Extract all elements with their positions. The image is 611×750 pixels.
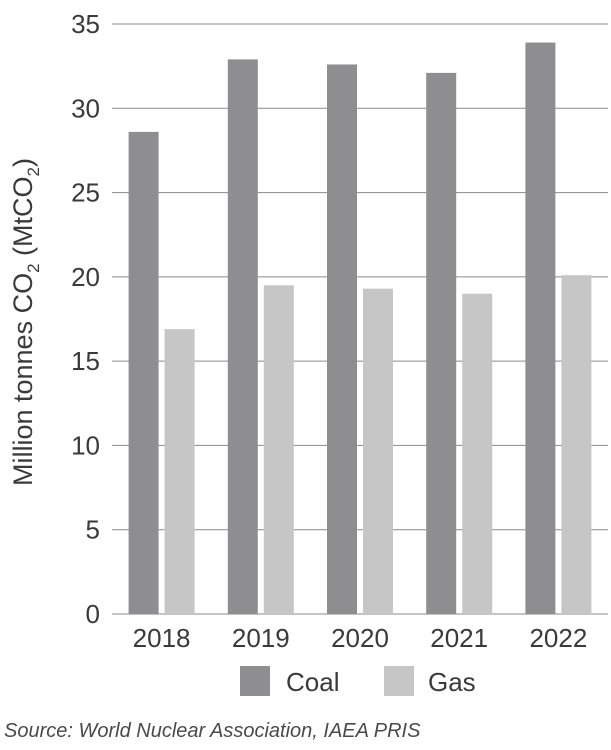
y-tick-label: 15 (71, 346, 100, 376)
y-axis-label-end: ) (8, 158, 38, 167)
bars (128, 42, 592, 615)
bar-gas-2022 (561, 275, 592, 614)
y-tick-label: 5 (86, 515, 100, 545)
y-tick-label: 25 (71, 178, 100, 208)
bar-coal-2021 (426, 72, 457, 614)
x-tick-label: 2018 (133, 623, 191, 653)
legend: Coal Gas (240, 666, 476, 697)
x-axis-ticks: 2018 2019 2020 2021 2022 (133, 623, 588, 653)
legend-label-coal: Coal (286, 667, 339, 697)
bar-coal-2018 (128, 131, 159, 614)
y-tick-label: 20 (71, 262, 100, 292)
x-tick-label: 2022 (529, 623, 587, 653)
y-axis-ticks: 0 5 10 15 20 25 30 35 (71, 9, 100, 629)
y-axis-label-main: Million tonnes CO (8, 273, 38, 486)
bar-chart: 0 5 10 15 20 25 30 35 2018 2019 2020 2021 2022 Mill… (8, 9, 608, 697)
bar-gas-2020 (363, 288, 393, 614)
y-axis-label-sub2: 2 (24, 167, 43, 176)
y-axis-label: Million tonnes CO2 (MtCO2) (8, 158, 43, 486)
legend-swatch-gas (384, 666, 414, 696)
x-tick-label: 2020 (331, 623, 389, 653)
y-axis-label-sub1: 2 (24, 263, 43, 272)
bar-gas-2018 (164, 329, 195, 614)
bar-coal-2019 (227, 59, 258, 614)
y-tick-label: 35 (71, 9, 100, 39)
y-tick-label: 10 (71, 430, 100, 460)
source-note: Source: World Nuclear Association, IAEA … (4, 720, 421, 742)
bar-coal-2020 (327, 64, 357, 614)
legend-swatch-coal (240, 666, 270, 696)
gridlines (112, 23, 608, 615)
bar-gas-2019 (263, 285, 294, 614)
bar-gas-2021 (462, 293, 493, 614)
y-axis-label-mid: (MtCO (8, 176, 38, 263)
x-tick-label: 2021 (430, 623, 488, 653)
x-tick-label: 2019 (232, 623, 290, 653)
y-tick-label: 0 (86, 599, 100, 629)
legend-label-gas: Gas (428, 667, 476, 697)
bar-coal-2022 (525, 42, 556, 615)
y-tick-label: 30 (71, 93, 100, 123)
